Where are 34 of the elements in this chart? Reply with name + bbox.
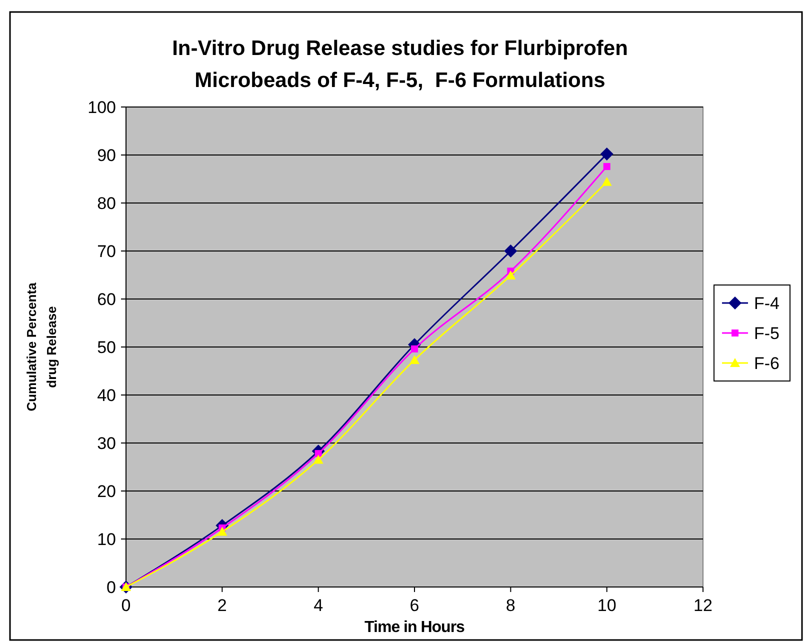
legend-label: F-5: [754, 324, 780, 343]
y-tick-label: 60: [97, 290, 116, 309]
point: [314, 450, 322, 458]
x-tick-label: 4: [314, 596, 324, 615]
point: [600, 148, 614, 161]
y-tick-label: 40: [97, 386, 116, 405]
y-tick-label: 90: [97, 146, 116, 165]
y-tick-label: 0: [106, 578, 116, 597]
chart-title: In-Vitro Drug Release studies for Flurbiprofen Microbeads of F-4, F-5, F-6 Formulations: [172, 37, 628, 92]
y-tick-label: 50: [97, 338, 116, 357]
x-tick-label: 6: [410, 596, 420, 615]
x-tick-label: 2: [217, 596, 227, 615]
y-tick-label: 100: [88, 98, 116, 117]
y-tick-label: 10: [97, 530, 116, 549]
x-tick-label: 0: [121, 596, 131, 615]
x-tick-label: 10: [597, 596, 616, 615]
y-tick-label: 20: [97, 482, 116, 501]
legend-label: F-6: [754, 354, 780, 373]
y-tick-label: 80: [97, 194, 116, 213]
point: [411, 345, 418, 352]
x-tick-label: 12: [694, 596, 712, 615]
point: [217, 526, 228, 536]
x-axis-title: Time in Hours: [364, 619, 466, 636]
point: [602, 176, 612, 186]
point: [603, 163, 610, 170]
y-axis-title: Cumulative Percenta drug Release: [24, 282, 59, 412]
point: [313, 454, 324, 464]
point: [504, 244, 518, 258]
x-tick-label: 8: [506, 596, 516, 615]
y-tick-label: 30: [97, 434, 116, 453]
legend-label: F-4: [754, 294, 780, 313]
point: [410, 354, 420, 364]
y-tick-label: 70: [97, 242, 116, 261]
point: [506, 270, 516, 280]
